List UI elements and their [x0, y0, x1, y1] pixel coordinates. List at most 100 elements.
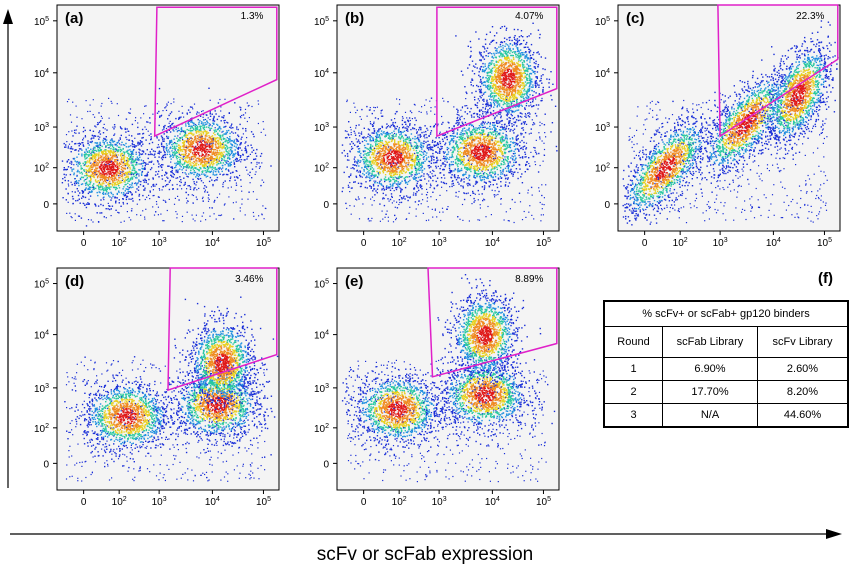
dot: [98, 205, 99, 206]
dot: [81, 198, 82, 199]
dot: [90, 167, 91, 168]
dot: [93, 183, 94, 184]
dot: [185, 140, 186, 141]
dot: [138, 163, 139, 164]
dot: [106, 189, 107, 190]
dot: [134, 168, 135, 169]
dot: [105, 149, 106, 150]
dot: [134, 145, 135, 146]
dot: [113, 162, 114, 163]
dot: [110, 168, 111, 169]
dot: [97, 195, 98, 196]
dot: [100, 173, 101, 174]
dot: [129, 159, 130, 160]
dot: [66, 174, 67, 175]
dot: [206, 135, 207, 136]
scatter-panel: (a) 1.3%0 102 103 104 1050102103104105: [34, 5, 279, 249]
dot: [138, 169, 139, 170]
dot: [92, 185, 93, 186]
dot: [193, 168, 194, 169]
dot: [89, 150, 90, 151]
dot: [83, 144, 84, 145]
dot: [155, 171, 156, 172]
dot: [221, 116, 222, 117]
dot: [146, 182, 147, 183]
dot: [95, 205, 96, 206]
dot: [102, 141, 103, 142]
dot: [77, 170, 78, 171]
dot: [109, 186, 110, 187]
dot: [143, 151, 144, 152]
dot: [246, 158, 247, 159]
dot: [128, 178, 129, 179]
dot: [112, 158, 113, 159]
dot: [120, 149, 121, 150]
dot: [229, 127, 230, 128]
dot: [163, 128, 164, 129]
dot: [112, 155, 113, 156]
dot: [93, 131, 94, 132]
dot: [73, 168, 74, 169]
dot: [114, 164, 115, 165]
dot: [90, 187, 91, 188]
dot: [241, 138, 242, 139]
dot: [96, 162, 97, 163]
dot: [240, 147, 241, 148]
dot: [132, 162, 133, 163]
dot: [86, 178, 87, 179]
dot: [81, 150, 82, 151]
dot: [190, 161, 191, 162]
dot: [91, 164, 92, 165]
dot: [100, 185, 101, 186]
dot: [137, 133, 138, 134]
dot: [77, 161, 78, 162]
dot: [85, 130, 86, 131]
dot: [103, 158, 104, 159]
dot: [114, 124, 115, 125]
dot: [128, 146, 129, 147]
dot: [113, 149, 114, 150]
dot: [212, 169, 213, 170]
dot: [108, 192, 109, 193]
dot: [103, 205, 104, 206]
dot: [123, 167, 124, 168]
dot: [91, 190, 92, 191]
dot: [138, 158, 139, 159]
dot: [124, 180, 125, 181]
dot: [99, 191, 100, 192]
dot: [80, 203, 81, 204]
dot: [130, 168, 131, 169]
dot: [157, 161, 158, 162]
dot: [114, 161, 115, 162]
dot: [124, 155, 125, 156]
dot: [102, 186, 103, 187]
dot: [144, 181, 145, 182]
dot: [119, 199, 120, 200]
dot: [74, 185, 75, 186]
dot: [116, 174, 117, 175]
dot: [132, 156, 133, 157]
dot: [137, 144, 138, 145]
dot: [118, 141, 119, 142]
dot: [167, 166, 168, 167]
dot: [109, 169, 110, 170]
dot: [113, 151, 114, 152]
dot: [88, 203, 89, 204]
dot: [149, 117, 150, 118]
dot: [116, 184, 117, 185]
dot: [215, 113, 216, 114]
dot: [101, 184, 102, 185]
dot: [132, 140, 133, 141]
dot: [212, 164, 213, 165]
dot: [142, 129, 143, 130]
dot: [132, 182, 133, 183]
dot: [96, 153, 97, 154]
dot: [86, 157, 87, 158]
dot: [125, 163, 126, 164]
dot: [143, 160, 144, 161]
dot: [62, 182, 63, 183]
dot: [78, 132, 79, 133]
dot: [104, 164, 105, 165]
dot: [82, 173, 83, 174]
dot: [240, 179, 241, 180]
